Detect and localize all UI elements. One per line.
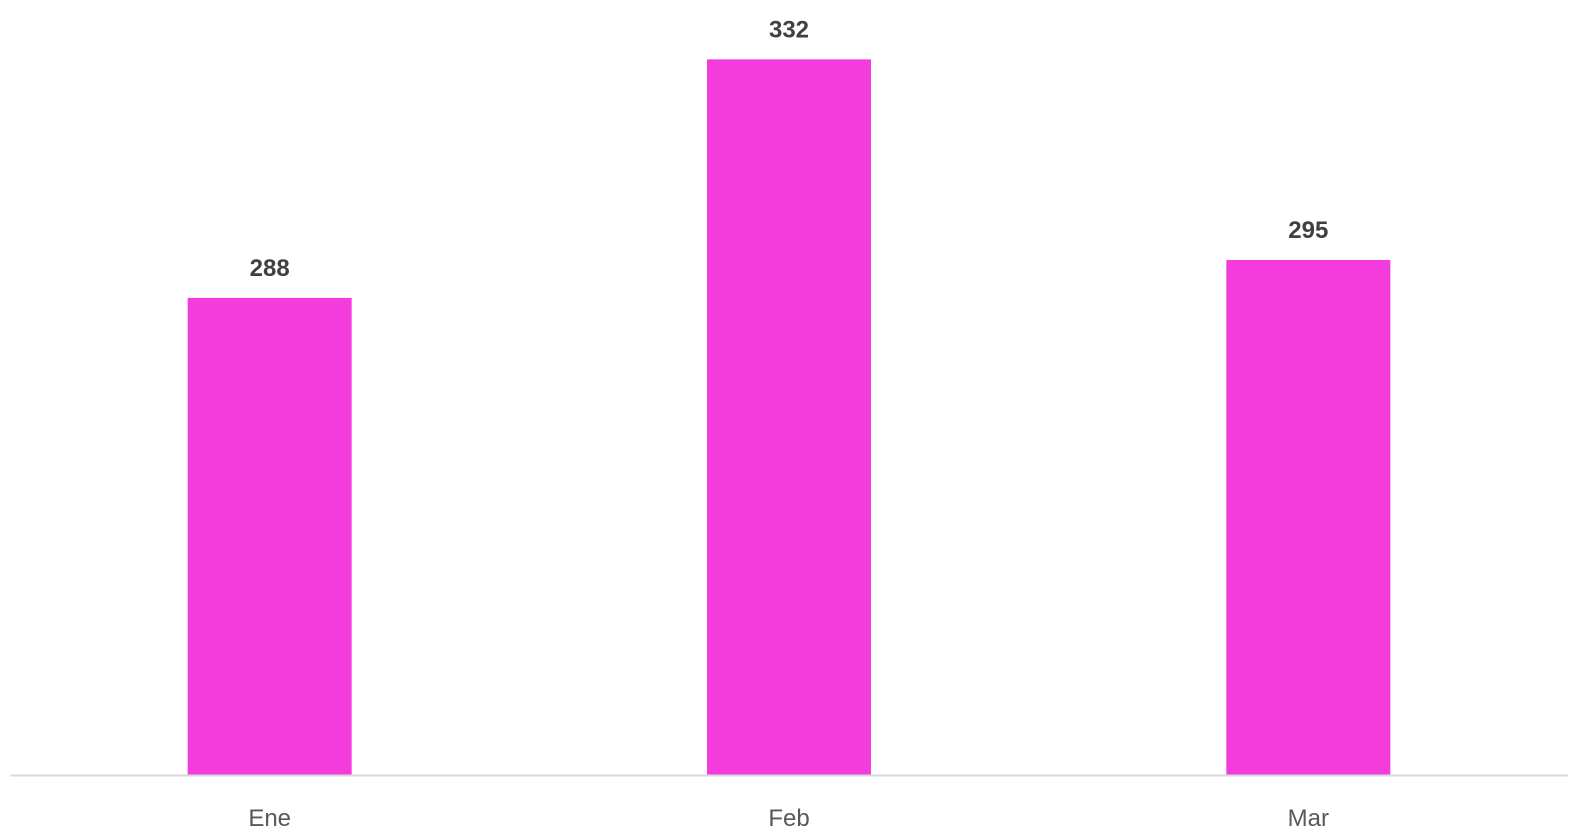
category-label-ene: Ene bbox=[248, 805, 291, 832]
bar-ene bbox=[187, 297, 352, 775]
value-label-mar: 295 bbox=[1288, 217, 1328, 244]
category-label-mar: Mar bbox=[1288, 805, 1329, 832]
value-label-feb: 332 bbox=[769, 16, 809, 43]
value-label-ene: 288 bbox=[250, 255, 290, 282]
bar-mar bbox=[1226, 259, 1391, 775]
category-label-feb: Feb bbox=[768, 805, 809, 832]
bar-feb bbox=[707, 59, 871, 775]
category-labels-group: Ene Feb Mar bbox=[248, 805, 1329, 832]
value-labels-group: 288 332 295 bbox=[250, 16, 1329, 282]
bars-group bbox=[187, 59, 1391, 775]
